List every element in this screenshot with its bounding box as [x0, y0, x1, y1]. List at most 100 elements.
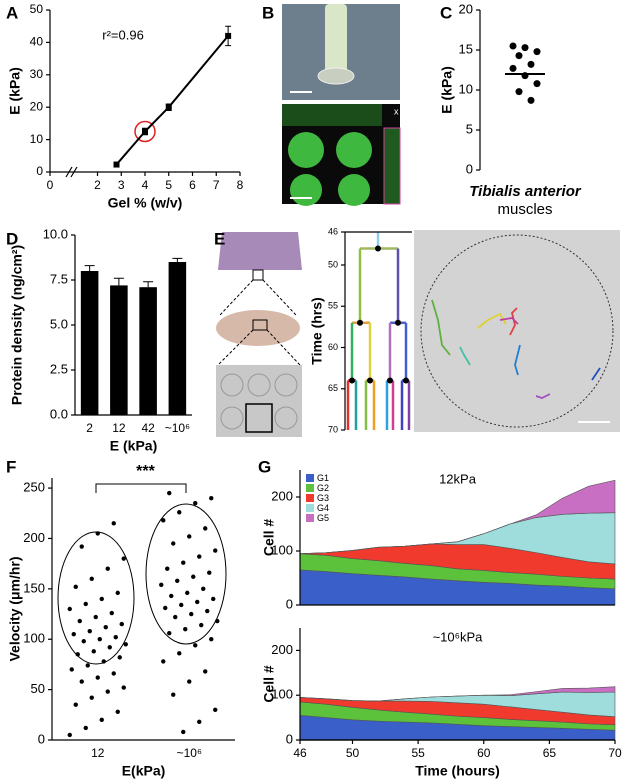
y-axis-label: Cell # [261, 519, 277, 557]
lineage-tree [346, 232, 411, 430]
data-point [165, 566, 170, 571]
panel-label: C [440, 3, 452, 22]
x-tick-label: 12 [91, 746, 105, 760]
panel-label: E [214, 229, 225, 248]
bar [139, 287, 157, 415]
data-point [171, 692, 176, 697]
data-point [103, 624, 108, 630]
x-tick-label: 46 [293, 746, 307, 760]
data-point [69, 667, 74, 672]
data-point [163, 605, 168, 611]
data-point [203, 669, 208, 674]
x-tick-label: 42 [141, 421, 155, 435]
data-point [77, 618, 82, 624]
data-point [113, 161, 120, 168]
x-tick-label: 50 [346, 746, 360, 760]
legend-label: G1 [317, 473, 329, 483]
y-tick-label: 70 [328, 424, 338, 434]
data-point [197, 554, 202, 559]
y-tick-label: 30 [30, 67, 44, 81]
data-point [173, 614, 178, 620]
data-point [169, 593, 174, 599]
x-tick-label: 7 [213, 178, 220, 192]
data-point [215, 618, 220, 624]
data-point [97, 637, 102, 642]
data-point [107, 645, 112, 650]
data-point [95, 675, 100, 680]
x-tick-label: ~10⁶ [165, 421, 190, 435]
data-point [81, 639, 86, 644]
x-label: muscles [497, 201, 552, 218]
axis-letter: x [394, 106, 399, 116]
well [274, 373, 298, 397]
data-point [167, 490, 172, 496]
x-tick-label: 2 [94, 178, 101, 192]
data-point [193, 643, 198, 648]
y-axis-label: E (kPa) [7, 67, 23, 114]
data-point [115, 590, 120, 596]
area [299, 479, 616, 554]
data-line [115, 35, 229, 166]
data-point [191, 574, 196, 579]
data-point [67, 606, 72, 612]
y-tick-label: 200 [271, 642, 293, 657]
distribution-ellipse [57, 531, 135, 665]
well [220, 373, 244, 397]
data-point [177, 651, 182, 656]
data-point [193, 500, 198, 506]
data-point [89, 695, 94, 700]
data-point [105, 689, 110, 694]
zoom-line [219, 279, 254, 316]
data-point [115, 709, 120, 714]
data-point [203, 526, 208, 531]
x-tick-label: 55 [411, 746, 425, 760]
data-point [197, 719, 202, 725]
bar [80, 271, 99, 415]
data-point [527, 60, 535, 68]
y-tick-label: 5 [466, 121, 473, 136]
well-outline [420, 234, 614, 428]
x-axis-label: E (kPa) [110, 438, 157, 454]
data-point [209, 495, 214, 501]
y-tick-label: 46 [328, 226, 338, 236]
annotation: r²=0.96 [102, 27, 144, 42]
significance-bracket [95, 483, 187, 493]
y-tick-label: 0 [286, 596, 293, 611]
data-point [91, 649, 96, 654]
bar [168, 262, 187, 415]
panel-label: B [262, 3, 274, 22]
data-point [185, 590, 190, 596]
y-tick-label: 20 [30, 99, 44, 113]
photo-rod [325, 4, 347, 74]
y-axis-label: Protein density (ng/cm²) [9, 245, 25, 405]
y-tick-label: 100 [23, 631, 45, 646]
y-axis-label: Time (hrs) [309, 297, 325, 364]
confocal-xz [282, 104, 382, 126]
data-point [533, 48, 541, 56]
data-point [201, 586, 206, 592]
data-point [83, 601, 88, 607]
y-tick-label: 50 [30, 2, 44, 16]
error-bar [113, 277, 124, 286]
y-axis-label: Velocity (μm/hr) [7, 556, 23, 661]
confocal-yz [383, 127, 401, 205]
data-point [99, 717, 104, 723]
error-bar [143, 281, 154, 288]
data-point [95, 531, 100, 536]
y-tick-label: 60 [328, 342, 338, 352]
x-tick-label: 60 [477, 746, 491, 760]
data-point [109, 610, 114, 616]
legend-label: G2 [317, 483, 329, 493]
x-label: Tibialis anterior [469, 183, 582, 200]
data-point [187, 679, 192, 684]
data-point [167, 630, 172, 636]
data-point [93, 614, 98, 620]
data-point [87, 628, 92, 634]
area [299, 686, 616, 702]
data-point [209, 637, 214, 642]
y-axis-label: Cell # [261, 665, 277, 703]
x-tick-label: 3 [118, 178, 125, 192]
legend-swatch [306, 514, 314, 522]
panel-label: G [258, 457, 271, 476]
